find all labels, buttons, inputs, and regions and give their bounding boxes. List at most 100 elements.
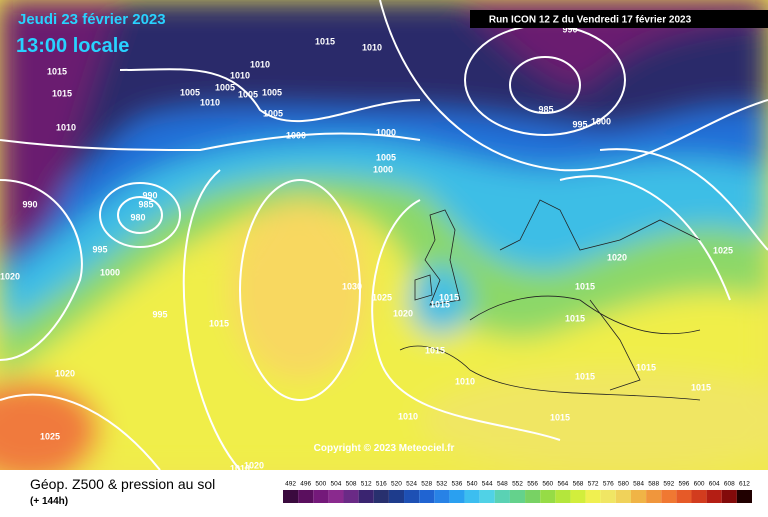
isobar-label: 995 (92, 244, 107, 254)
colorbar-swatch (736, 490, 752, 503)
colorbar-swatch (298, 490, 314, 503)
colorbar-label: 564 (557, 481, 568, 488)
isobar-label: 1010 (56, 122, 76, 132)
colorbar-swatch (494, 490, 510, 503)
colorbar-swatch (706, 490, 722, 503)
colorbar: 492 496 500 504 508 512 516 520 524 528 532 536 540 5… (283, 481, 752, 503)
isobar-label: 1015 (575, 281, 595, 291)
colorbar-label: 580 (618, 481, 629, 488)
isobar-label: 1015 (425, 345, 445, 355)
colorbar-swatch (525, 490, 541, 503)
colorbar-swatch (419, 490, 435, 503)
isobar-label: 1000 (591, 116, 611, 126)
colorbar-swatch (509, 490, 526, 503)
isobar-label: 1020 (607, 252, 627, 262)
colorbar-swatch (646, 490, 662, 503)
colorbar-label: 504 (331, 481, 342, 488)
coastlines (399, 199, 701, 401)
colorbar-swatch (661, 490, 677, 503)
isobar-label: 1030 (342, 281, 362, 291)
isobar-label: 1020 (0, 271, 20, 281)
colorbar-label: 600 (694, 481, 705, 488)
isobar-label: 1015 (575, 371, 595, 381)
valid-date: Jeudi 23 février 2023 (18, 11, 166, 28)
isobar-label: 1025 (713, 245, 733, 255)
colorbar-swatch (373, 490, 389, 503)
isobar-label: 995 (572, 119, 587, 129)
isobar-label: 1020 (55, 368, 75, 378)
isobars (0, 0, 768, 470)
colorbar-swatch (555, 490, 571, 503)
isobar-label: 1000 (373, 164, 393, 174)
isobar-label: 1015 (47, 66, 67, 76)
isobar-label: 1000 (376, 127, 396, 137)
colorbar-label: 576 (603, 481, 614, 488)
colorbar-swatch (313, 490, 329, 503)
colorbar-label: 584 (633, 481, 644, 488)
isobar-label: 1000 (286, 130, 306, 140)
colorbar-label: 552 (512, 481, 523, 488)
colorbar-swatch (479, 490, 495, 503)
colorbar-swatch (434, 490, 450, 503)
isobar-label: 1005 (180, 87, 200, 97)
colorbar-label: 508 (346, 481, 357, 488)
colorbar-swatch (404, 490, 420, 503)
lead-time: (+ 144h) (30, 496, 68, 507)
isobar-label: 1005 (238, 89, 258, 99)
run-info: Run ICON 12 Z du Vendredi 17 février 202… (489, 15, 692, 26)
colorbar-label: 596 (678, 481, 689, 488)
isobar-label: 1015 (636, 362, 656, 372)
colorbar-label: 512 (361, 481, 372, 488)
isobar-label: 1015 (691, 382, 711, 392)
isobar-label: 985 (138, 199, 153, 209)
colorbar-label: 516 (376, 481, 387, 488)
colorbar-label: 588 (648, 481, 659, 488)
isobar-label: 985 (538, 104, 553, 114)
isobar-label: 1015 (315, 36, 335, 46)
isobar-label: 1010 (230, 70, 250, 80)
colorbar-swatch (570, 490, 586, 503)
colorbar-label: 496 (300, 481, 311, 488)
isobar-label: 1015 (550, 412, 570, 422)
isobar-label: 1010 (398, 411, 418, 421)
isobar-label: 995 (152, 309, 167, 319)
colorbar-label: 544 (482, 481, 493, 488)
isobar-label: 1005 (263, 108, 283, 118)
colorbar-swatch (358, 490, 374, 503)
isobar-label: 1010 (250, 59, 270, 69)
colorbar-swatch (615, 490, 631, 503)
colorbar-swatch (630, 490, 647, 503)
isobar-label: 1010 (362, 42, 382, 52)
colorbar-swatch (449, 490, 465, 503)
local-time: 13:00 locale (16, 35, 129, 57)
product-title: Géop. Z500 & pression au sol (30, 476, 215, 492)
colorbar-swatch (600, 490, 616, 503)
colorbar-label: 520 (391, 481, 402, 488)
isobar-label: 1015 (565, 313, 585, 323)
colorbar-label: 608 (724, 481, 735, 488)
colorbar-label: 540 (467, 481, 478, 488)
colorbar-swatch (388, 490, 405, 503)
colorbar-label: 500 (315, 481, 326, 488)
isobar-label: 980 (130, 212, 145, 222)
isobar-label: 1010 (230, 463, 250, 473)
isobar-label: 990 (142, 190, 157, 200)
colorbar-label: 492 (285, 481, 296, 488)
isobar-label: 1025 (372, 292, 392, 302)
colorbar-swatch (721, 490, 737, 503)
isobar-label: 1005 (376, 152, 396, 162)
isobar-label: 1020 (393, 308, 413, 318)
isobar-label: 1000 (100, 267, 120, 277)
isobar-label: 1025 (40, 431, 60, 441)
colorbar-swatch (464, 490, 480, 503)
isobar-label: 1010 (200, 97, 220, 107)
isobar-label: 1010 (455, 376, 475, 386)
colorbar-label: 592 (663, 481, 674, 488)
colorbar-label: 556 (527, 481, 538, 488)
isobar-label: 1015 (52, 88, 72, 98)
colorbar-label: 612 (739, 481, 750, 488)
isobar-label: 990 (562, 24, 577, 34)
